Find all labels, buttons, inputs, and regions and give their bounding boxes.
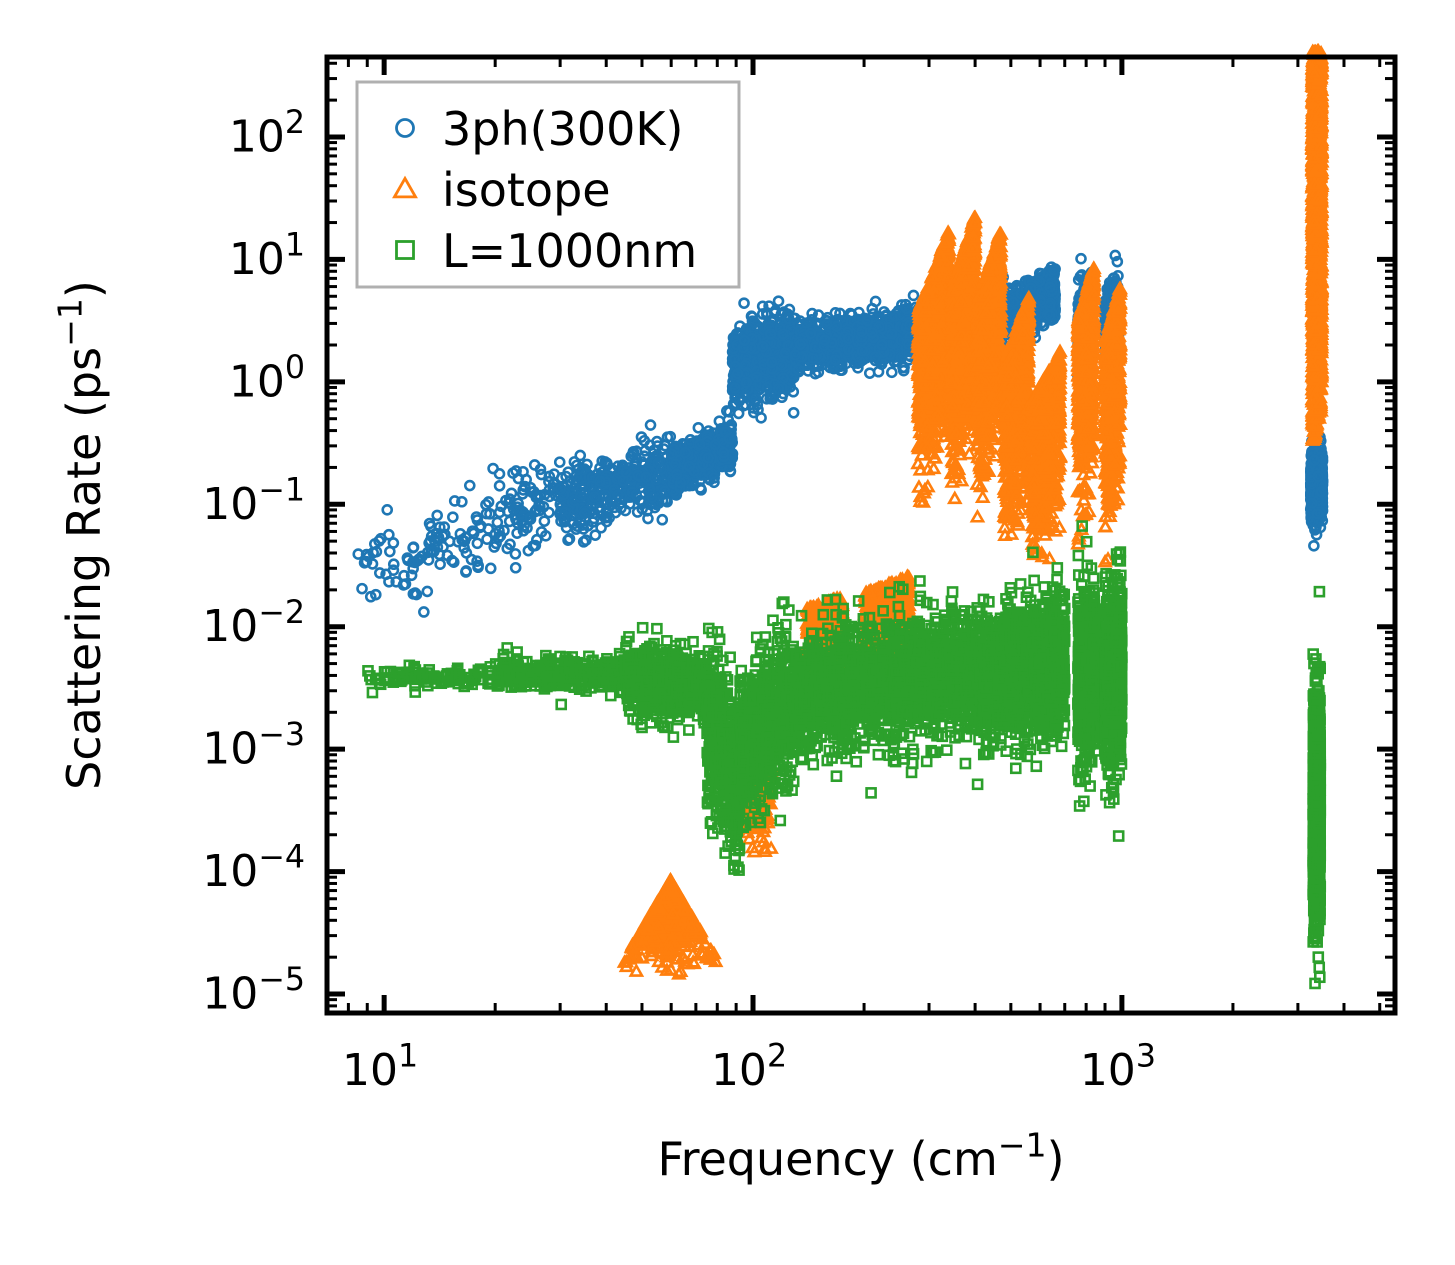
series-l-1000nm [362, 520, 1327, 990]
plot-frame [324, 54, 1398, 1016]
y-tick-label: 100 [229, 350, 305, 407]
legend-label: L=1000nm [442, 224, 697, 278]
legend-marker-square [395, 240, 415, 260]
axis-labels-layer: 101 102 103 102 101 100 10−1 10−2 10−3 10−4 10−5 Fr… [51, 105, 1156, 1186]
x-tick-label: 102 [711, 1039, 787, 1096]
data-points-layer [352, 42, 1330, 990]
y-tick-label: 10−2 [202, 595, 305, 652]
y-tick-label: 10−4 [202, 840, 305, 897]
y-tick-label: 101 [229, 227, 305, 284]
legend-frame [355, 80, 741, 289]
y-tick-label: 10−3 [202, 717, 305, 774]
axes-layer [324, 54, 1398, 1016]
y-axis-title: Scattering Rate (ps−1) [51, 280, 111, 790]
legend-marker-triangle [392, 175, 418, 199]
legend-box: 3ph(300K) isotope L=1000nm [355, 80, 741, 289]
legend-label: 3ph(300K) [442, 102, 683, 156]
x-tick-label: 103 [1080, 1039, 1156, 1096]
legend-marker-circle [395, 118, 415, 138]
x-axis-title: Frequency (cm−1) [657, 1126, 1064, 1186]
legend-label: isotope [442, 163, 611, 217]
y-tick-label: 10−5 [202, 962, 305, 1019]
y-tick-label: 10−1 [202, 472, 305, 529]
y-tick-label: 102 [229, 105, 305, 162]
x-tick-label: 101 [342, 1039, 418, 1096]
